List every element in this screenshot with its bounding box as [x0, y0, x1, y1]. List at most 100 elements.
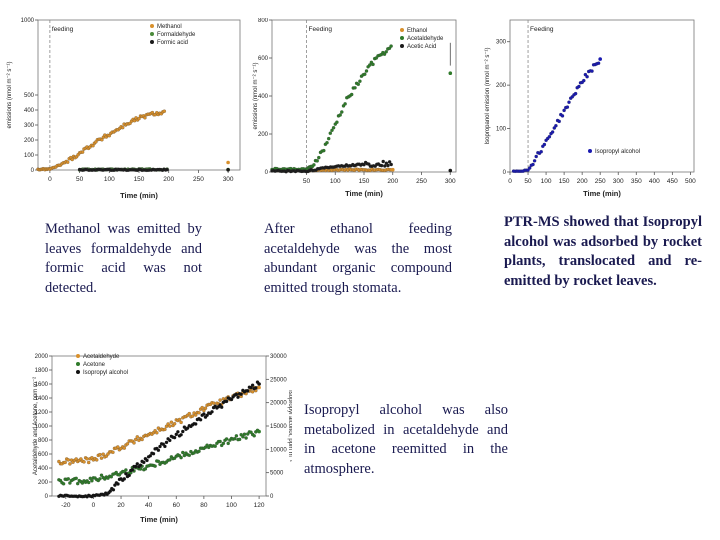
- data-point: [198, 418, 203, 422]
- data-point: [202, 408, 206, 413]
- data-point: [185, 426, 190, 430]
- data-point: [82, 460, 86, 464]
- data-point: [384, 50, 388, 54]
- data-point: [384, 161, 389, 165]
- data-point: [202, 412, 206, 416]
- methanol-chart-svg: 0 50 100 150 200 250 300 0 100 200 300 400 500 1000 Ti…: [7, 18, 241, 200]
- y2-tick-label: 0: [270, 494, 274, 500]
- y-tick-label: 2000: [35, 354, 49, 360]
- data-point: [99, 456, 104, 460]
- data-point: [326, 136, 331, 141]
- y-tick-label: 0: [265, 170, 269, 176]
- data-point: [234, 392, 239, 397]
- x-tick-label: 250: [193, 176, 204, 183]
- data-point: [100, 138, 104, 142]
- data-point: [108, 489, 113, 493]
- data-point: [315, 159, 319, 163]
- legend-label: Methanol: [157, 24, 182, 30]
- y-tick-label: 1000: [21, 18, 35, 24]
- y-tick-label: 1400: [35, 396, 49, 402]
- legend-label: Isopropyl alcohol: [83, 370, 128, 376]
- data-point: [156, 459, 161, 464]
- data-point: [94, 458, 99, 462]
- legend-marker: [76, 354, 80, 358]
- x-tick-label: 150: [359, 178, 370, 185]
- legend-marker: [150, 40, 154, 44]
- y-tick-label: 0: [31, 168, 35, 174]
- y-tick-label: 1600: [35, 382, 49, 388]
- x-axis-label: Time (min): [120, 191, 158, 200]
- data-point: [590, 69, 594, 73]
- x-tick-label: 40: [145, 502, 153, 509]
- data-point: [317, 155, 321, 160]
- x-tick-label: 120: [254, 502, 265, 509]
- data-point: [539, 149, 543, 154]
- x-tick-label: 100: [104, 176, 115, 183]
- data-point: [172, 421, 177, 426]
- data-point: [181, 450, 185, 455]
- data-point: [179, 455, 183, 460]
- series-isopropyl-alcohol: [57, 380, 261, 499]
- data-point: [98, 452, 102, 457]
- isopropyl-chart-svg: 0 50 100 150 200 250 300 350 400 450 500 0 100 200 300…: [485, 19, 696, 198]
- data-point: [132, 441, 136, 445]
- data-point: [153, 464, 157, 468]
- y-tick-label: 1800: [35, 368, 49, 374]
- data-point: [226, 160, 230, 165]
- data-point: [197, 449, 201, 454]
- data-point: [534, 154, 538, 159]
- x-tick-label: 300: [223, 176, 234, 183]
- data-point: [68, 462, 72, 466]
- data-point: [142, 460, 146, 465]
- x-tick-label: 400: [649, 178, 660, 185]
- x-tick-label: 150: [559, 178, 570, 185]
- data-point: [218, 398, 222, 402]
- data-point: [187, 411, 191, 416]
- y-tick-label: 1000: [35, 424, 49, 430]
- data-point: [132, 118, 137, 123]
- data-point: [164, 424, 169, 429]
- series-formic-acid: [77, 167, 230, 172]
- legend-label: Isopropyl alcohol: [595, 149, 640, 155]
- y-tick-label: 800: [258, 18, 269, 24]
- data-point: [330, 128, 334, 133]
- data-point: [111, 450, 115, 455]
- data-point: [381, 159, 385, 164]
- data-point: [107, 133, 112, 138]
- data-point: [193, 422, 198, 426]
- data-point: [335, 120, 339, 124]
- data-point: [87, 480, 91, 485]
- plot-frame: [271, 19, 457, 173]
- y-axis-label: Isopropanol emission (nmol m⁻² s⁻¹): [485, 47, 491, 144]
- data-point: [249, 430, 253, 434]
- plot-frame: [509, 19, 695, 173]
- legend-marker: [76, 370, 80, 374]
- methanol-caption: Methanol was emitted by leaves formaldeh…: [45, 221, 202, 296]
- data-point: [101, 452, 105, 456]
- data-point: [74, 476, 78, 481]
- data-point: [127, 473, 131, 478]
- data-point: [550, 130, 555, 134]
- y2-tick-label: 15000: [270, 424, 287, 430]
- data-point: [598, 57, 602, 61]
- data-point: [143, 467, 148, 471]
- data-point: [532, 159, 537, 163]
- data-point: [383, 164, 387, 168]
- data-point: [242, 432, 247, 436]
- series-methanol: [36, 109, 230, 172]
- data-point: [140, 437, 144, 442]
- data-point: [174, 432, 178, 437]
- x-tick-label: 500: [685, 178, 696, 185]
- data-point: [218, 439, 222, 444]
- data-point: [155, 431, 159, 435]
- data-point: [531, 162, 535, 167]
- y-tick-label: 500: [24, 93, 35, 99]
- data-point: [331, 125, 336, 130]
- y-tick-label: 400: [258, 94, 269, 100]
- data-point: [389, 162, 393, 167]
- data-point: [250, 390, 255, 394]
- data-point: [349, 92, 354, 97]
- data-point: [596, 61, 601, 65]
- data-point: [229, 397, 234, 402]
- data-point: [542, 142, 547, 147]
